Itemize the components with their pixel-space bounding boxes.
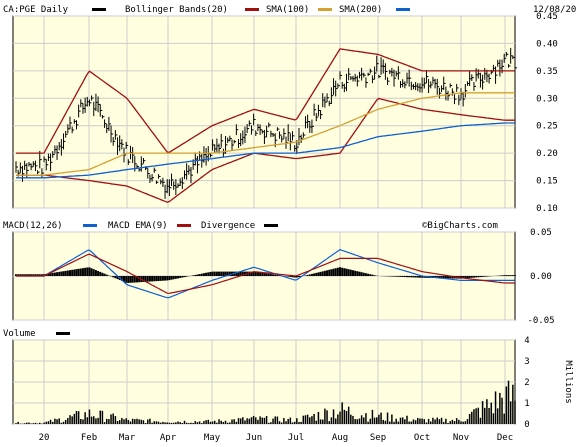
legend-macd-ema: MACD EMA(9) xyxy=(108,221,168,231)
volume-y-tick-label: 0 xyxy=(524,420,529,430)
sma100-line xyxy=(16,92,515,176)
volume-y-tick-label: 4 xyxy=(524,336,529,346)
macd-y-tick-label: -0.05 xyxy=(527,316,554,326)
x-tick-label: 20 xyxy=(39,433,50,443)
x-tick-label: Aug xyxy=(332,433,348,443)
x-tick-label: Mar xyxy=(119,433,136,443)
volume-label: Volume xyxy=(3,329,36,339)
price-y-tick-label: 0.20 xyxy=(536,149,558,159)
legend-divergence-swatch xyxy=(264,224,278,227)
price-y-tick-label: 0.10 xyxy=(536,204,558,214)
symbol-label: CA:PGE Daily xyxy=(3,5,69,15)
x-tick-label: Jul xyxy=(288,433,304,443)
volume-swatch xyxy=(56,332,70,335)
sma200-line xyxy=(16,122,515,179)
bollinger-upper-line xyxy=(16,48,515,154)
price-y-tick-label: 0.35 xyxy=(536,67,558,77)
macd-y-tick-label: 0.05 xyxy=(530,228,552,238)
legend-sma200: SMA(200) xyxy=(339,5,382,15)
volume-y-axis-title: Millions xyxy=(563,360,573,403)
x-tick-label: Sep xyxy=(370,433,386,443)
x-tick-label: Oct xyxy=(414,433,430,443)
legend-sma200-swatch xyxy=(396,8,410,11)
price-y-tick-label: 0.25 xyxy=(536,122,558,132)
volume-y-tick-label: 1 xyxy=(524,399,529,409)
x-tick-label: May xyxy=(204,433,221,443)
symbol-swatch xyxy=(92,8,106,11)
volume-y-tick-label: 2 xyxy=(524,378,529,388)
legend-divergence: Divergence xyxy=(201,221,255,231)
legend-macd: MACD(12,26) xyxy=(3,221,63,231)
x-tick-label: Dec xyxy=(497,433,513,443)
chart-date: 12/08/20 xyxy=(533,5,576,15)
legend-sma100-swatch xyxy=(318,8,332,11)
price-y-tick-label: 0.15 xyxy=(536,177,558,187)
legend-bollinger: Bollinger Bands(20) xyxy=(125,5,228,15)
legend-macd-ema-swatch xyxy=(177,224,191,227)
legend-sma100: SMA(100) xyxy=(266,5,309,15)
price-y-tick-label: 0.30 xyxy=(536,94,558,104)
x-tick-label: Nov xyxy=(453,433,469,443)
macd-y-tick-label: 0.00 xyxy=(530,272,552,282)
price-y-tick-label: 0.40 xyxy=(536,39,558,49)
bollinger-lower-line xyxy=(16,97,515,203)
price-y-tick-label: 0.45 xyxy=(536,12,558,22)
x-tick-label: Jun xyxy=(246,433,262,443)
x-tick-label: Apr xyxy=(160,433,177,443)
legend-macd-swatch xyxy=(83,224,97,227)
macd-ema-line xyxy=(16,253,515,294)
volume-y-tick-label: 3 xyxy=(524,357,529,367)
x-tick-label: Feb xyxy=(81,433,97,443)
watermark: ©BigCharts.com xyxy=(422,221,498,231)
legend-bollinger-swatch xyxy=(245,8,259,11)
